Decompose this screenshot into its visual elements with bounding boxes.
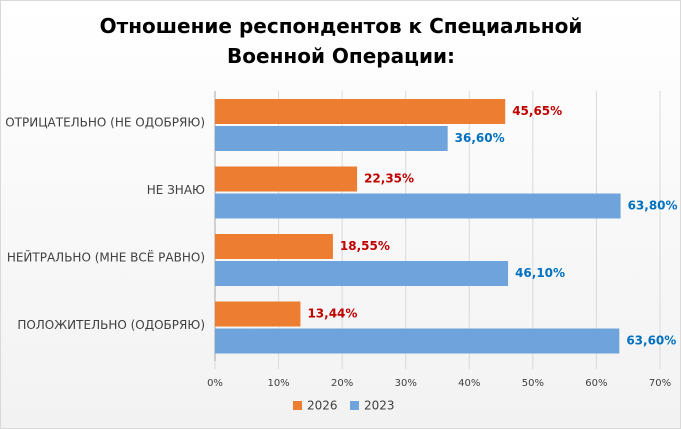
x-tick-label: 70% [649, 378, 671, 389]
y-tick-label: НЕ ЗНАЮ [147, 183, 205, 197]
x-tick-label: 10% [267, 378, 289, 389]
bar [215, 261, 509, 286]
y-tick-label: НЕЙТРАЛЬНО (МНЕ ВСЁ РАВНО) [7, 249, 205, 264]
bar [215, 99, 506, 124]
bar [215, 234, 333, 259]
bar [215, 328, 620, 354]
legend-swatch [293, 401, 302, 410]
value-label: 45,65% [512, 104, 562, 118]
legend-swatch [350, 401, 359, 410]
bar [215, 166, 358, 192]
value-label: 22,35% [364, 172, 414, 186]
value-label: 36,60% [455, 131, 505, 145]
bar [215, 301, 301, 327]
bar [215, 193, 621, 219]
x-tick-label: 40% [458, 378, 480, 389]
bar [215, 126, 448, 151]
value-label: 63,60% [626, 334, 676, 348]
value-label: 18,55% [340, 239, 390, 253]
x-tick-label: 20% [331, 378, 353, 389]
chart-title: Отношение респондентов к Специальной Вое… [99, 14, 583, 68]
y-tick-label: ПОЛОЖИТЕЛЬНО (ОДОБРЯЮ) [17, 318, 205, 332]
legend-label: 2026 [307, 399, 338, 413]
value-label: 46,10% [515, 266, 565, 280]
value-label: 63,80% [628, 199, 678, 213]
value-label: 13,44% [307, 307, 357, 321]
x-tick-label: 30% [395, 378, 417, 389]
x-tick-label: 60% [585, 378, 607, 389]
x-tick-label: 50% [522, 378, 544, 389]
x-tick-label: 0% [207, 378, 223, 389]
y-tick-label: ОТРИЦАТЕЛЬНО (НЕ ОДОБРЯЮ) [5, 115, 205, 129]
legend-label: 2023 [364, 399, 395, 413]
